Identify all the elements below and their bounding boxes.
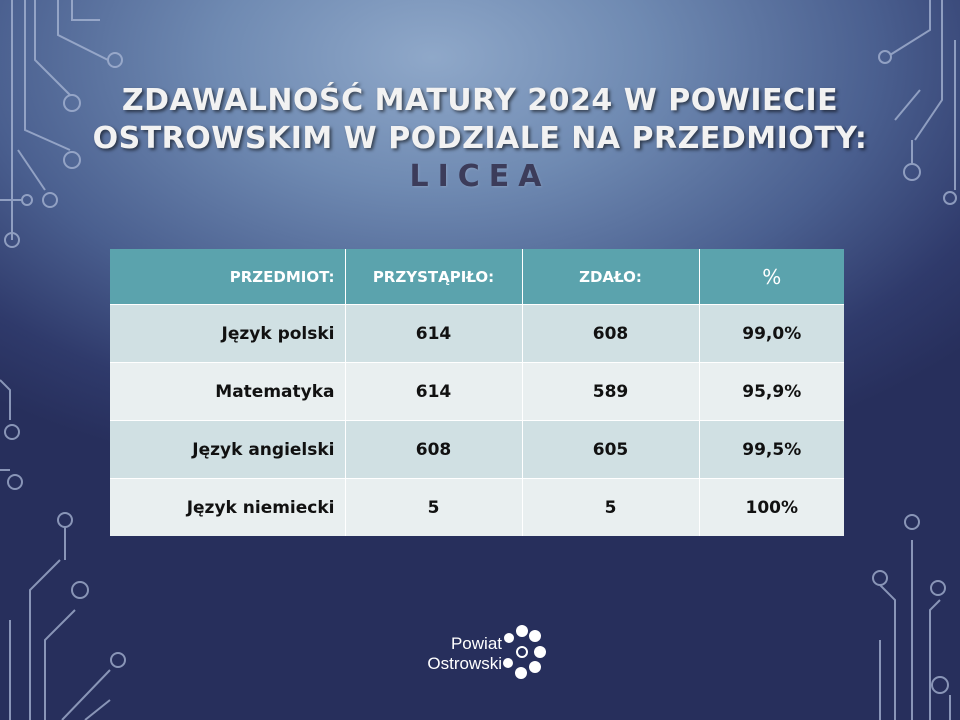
powiat-ostrowski-logo: Powiat Ostrowski: [412, 622, 552, 682]
cell-took: 614: [345, 362, 523, 421]
logo-line-2: Ostrowski: [427, 654, 502, 673]
cell-percent: 95,9%: [699, 362, 844, 421]
logo-text: Powiat Ostrowski: [427, 634, 502, 674]
results-table: PRZEDMIOT: PRZYSTĄPIŁO: ZDAŁO: % Język p…: [110, 249, 844, 536]
cell-subject: Matematyka: [110, 362, 346, 421]
table-row: Język angielski 608 605 99,5%: [110, 420, 844, 479]
cell-passed: 605: [522, 420, 700, 479]
cell-subject: Język niemiecki: [110, 478, 346, 536]
cell-percent: 99,5%: [699, 420, 844, 479]
cell-passed: 5: [522, 478, 700, 536]
cell-percent: 99,0%: [699, 304, 844, 363]
title-line-1: ZDAWALNOŚĆ MATURY 2024 W POWIECIE: [121, 83, 839, 118]
table-header-row: PRZEDMIOT: PRZYSTĄPIŁO: ZDAŁO: %: [110, 249, 844, 305]
header-took: PRZYSTĄPIŁO:: [345, 249, 523, 305]
header-percent: %: [699, 249, 844, 305]
cell-took: 5: [345, 478, 523, 536]
cell-percent: 100%: [699, 478, 844, 536]
header-subject: PRZEDMIOT:: [110, 249, 346, 305]
cell-took: 614: [345, 304, 523, 363]
table-row: Język niemiecki 5 5 100%: [110, 478, 844, 536]
table-row: Język polski 614 608 99,0%: [110, 304, 844, 363]
table-row: Matematyka 614 589 95,9%: [110, 362, 844, 421]
slide-title: ZDAWALNOŚĆ MATURY 2024 W POWIECIE OSTROW…: [0, 82, 960, 196]
title-subtitle: LICEA: [409, 159, 551, 194]
logo-line-1: Powiat: [450, 634, 502, 653]
cell-subject: Język polski: [110, 304, 346, 363]
cell-passed: 589: [522, 362, 700, 421]
header-passed: ZDAŁO:: [522, 249, 700, 305]
cell-passed: 608: [522, 304, 700, 363]
logo-dots-icon: [503, 625, 546, 679]
title-line-2: OSTROWSKIM W PODZIALE NA PRZEDMIOTY:: [92, 121, 868, 156]
cell-subject: Język angielski: [110, 420, 346, 479]
cell-took: 608: [345, 420, 523, 479]
